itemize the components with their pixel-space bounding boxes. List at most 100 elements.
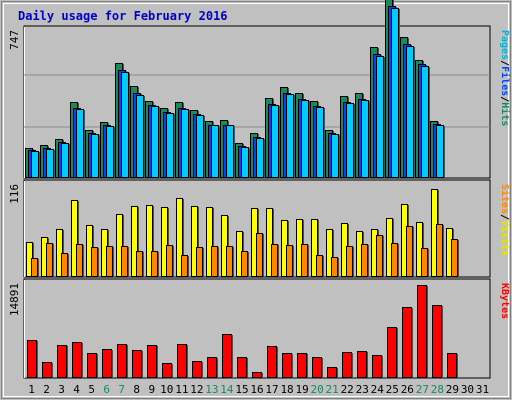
bar-pages-day-17 [271, 105, 279, 178]
bar-kbytes-day-1 [27, 340, 37, 378]
bar-pages-day-16 [256, 138, 264, 178]
bar-pages-day-5 [91, 134, 99, 178]
bar-sites-day-19 [301, 244, 308, 277]
bar-sites-day-25 [391, 243, 398, 277]
bar-kbytes-day-14 [222, 334, 232, 378]
day-label-2: 2 [43, 383, 50, 396]
legend-entry: / [499, 214, 510, 220]
day-label-26: 26 [401, 383, 414, 396]
bar-visits-day-11 [176, 198, 183, 277]
bar-sites-day-24 [376, 235, 383, 277]
bar-visits-day-7 [116, 214, 123, 277]
day-label-13: 13 [205, 383, 218, 396]
bar-pages-day-22 [346, 103, 354, 178]
day-label-11: 11 [175, 383, 188, 396]
day-label-8: 8 [133, 383, 140, 396]
bar-kbytes-day-18 [282, 353, 292, 378]
bar-pages-day-26 [406, 46, 414, 178]
bar-sites-day-22 [346, 246, 353, 277]
day-label-23: 23 [356, 383, 369, 396]
day-label-27: 27 [416, 383, 429, 396]
bar-sites-day-6 [106, 246, 113, 277]
day-label-31: 31 [476, 383, 489, 396]
bar-pages-day-12 [196, 115, 204, 178]
bar-kbytes-day-16 [252, 372, 262, 378]
day-label-5: 5 [88, 383, 95, 396]
chart-title: Daily usage for February 2016 [18, 9, 228, 23]
bar-pages-day-25 [391, 8, 399, 178]
day-label-9: 9 [148, 383, 155, 396]
bar-kbytes-day-5 [87, 353, 97, 378]
bar-pages-day-6 [106, 126, 114, 178]
bar-sites-day-21 [331, 257, 338, 277]
bar-sites-day-7 [121, 246, 128, 277]
bar-kbytes-day-20 [312, 357, 322, 378]
bar-sites-day-13 [211, 246, 218, 277]
bar-pages-day-27 [421, 66, 429, 178]
panel-bot-legend: KBytes [499, 283, 510, 319]
bar-pages-day-14 [226, 125, 234, 178]
day-label-1: 1 [28, 383, 35, 396]
bar-sites-day-26 [406, 226, 413, 277]
bar-pages-day-10 [166, 113, 174, 178]
bar-sites-day-14 [226, 246, 233, 277]
panel-mid-max-label: 116 [8, 184, 21, 204]
chart-frame-inner [3, 3, 509, 397]
bar-sites-day-9 [151, 251, 158, 277]
day-label-25: 25 [386, 383, 399, 396]
day-label-7: 7 [118, 383, 125, 396]
bar-pages-day-21 [331, 134, 339, 178]
bar-kbytes-day-4 [72, 342, 82, 378]
day-label-21: 21 [326, 383, 339, 396]
bar-kbytes-day-23 [357, 351, 367, 378]
day-label-15: 15 [235, 383, 248, 396]
day-label-14: 14 [220, 383, 234, 396]
bar-pages-day-24 [376, 56, 384, 178]
panel-bot: 14891 KBytes [8, 278, 510, 379]
bar-pages-day-3 [61, 143, 69, 178]
legend-entry: / [499, 96, 510, 102]
bar-sites-day-4 [76, 244, 83, 277]
day-label-20: 20 [311, 383, 324, 396]
day-label-19: 19 [295, 383, 308, 396]
chart-frame [1, 1, 511, 399]
bar-pages-day-23 [361, 100, 369, 178]
bar-pages-day-8 [136, 95, 144, 178]
bar-kbytes-day-24 [372, 355, 382, 378]
day-label-12: 12 [190, 383, 203, 396]
bar-pages-day-9 [151, 106, 159, 178]
day-label-18: 18 [280, 383, 293, 396]
bar-kbytes-day-21 [327, 367, 337, 378]
day-label-17: 17 [265, 383, 278, 396]
bar-kbytes-day-13 [207, 357, 217, 378]
bar-visits-day-10 [161, 207, 168, 277]
bar-sites-day-17 [271, 244, 278, 277]
bar-visits-day-8 [131, 206, 138, 277]
day-label-4: 4 [73, 383, 80, 396]
bar-kbytes-day-8 [132, 350, 142, 378]
day-label-10: 10 [160, 383, 173, 396]
bar-sites-day-3 [61, 253, 68, 277]
bar-pages-day-11 [181, 109, 189, 178]
bar-sites-day-20 [316, 255, 323, 277]
day-label-30: 30 [461, 383, 474, 396]
bar-kbytes-day-3 [57, 345, 67, 378]
day-axis: 1 2 3 4 5 6 7 8 9 10 11 12 13 14 15 16 17 18 19 20 21 22 23 24 2… [28, 383, 489, 396]
bar-sites-day-1 [31, 258, 38, 277]
legend-entry: Hits [499, 102, 511, 126]
bar-pages-day-2 [46, 149, 54, 178]
bar-kbytes-day-28 [432, 305, 442, 378]
bar-kbytes-day-22 [342, 352, 352, 378]
day-label-6: 6 [103, 383, 110, 396]
panel-top-legend: Pages/Files/Hits [499, 30, 511, 126]
bar-visits-day-9 [146, 205, 153, 277]
bar-kbytes-day-9 [147, 345, 157, 378]
bar-sites-day-16 [256, 233, 263, 277]
bar-pages-day-13 [211, 125, 219, 178]
bar-pages-day-28 [436, 125, 444, 178]
bar-kbytes-day-2 [42, 362, 52, 378]
bar-sites-day-23 [361, 244, 368, 277]
day-label-28: 28 [431, 383, 444, 396]
bar-visits-day-12 [191, 206, 198, 277]
